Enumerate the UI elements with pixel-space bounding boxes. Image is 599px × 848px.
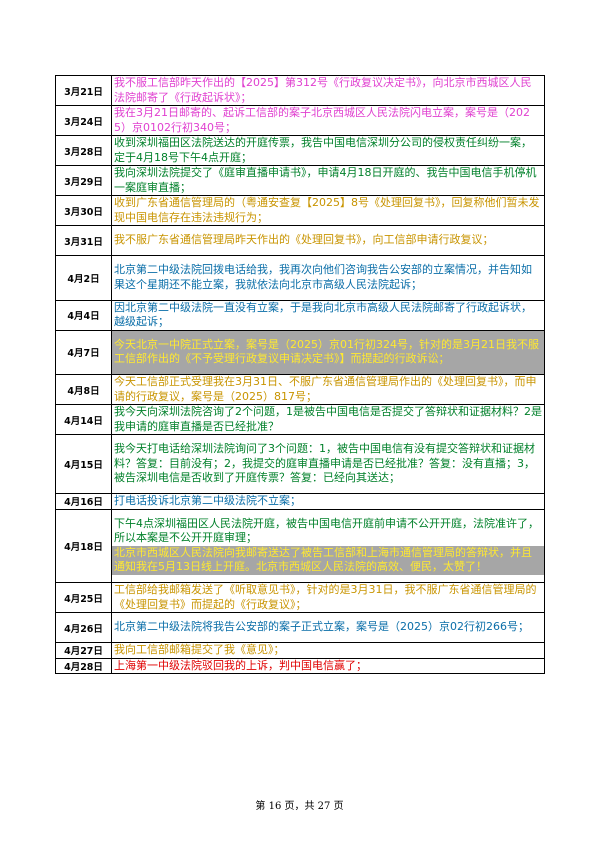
row-date: 3月28日 (55, 135, 112, 166)
event-text: 收到深圳福田区法院送达的开庭传票，我告中国电信深圳分公司的侵权责任纠纷一案，定于… (114, 136, 532, 164)
event-text: 打电话投诉北京第二中级法院不立案； (114, 494, 301, 507)
row-date: 3月31日 (55, 225, 112, 256)
table-row: 3月21日 我不服工信部昨天作出的【2025】第312号《行政复议决定书》，向北京… (55, 75, 545, 106)
table-row: 4月26日 北京第二中级法院将我告公安部的案子正式立案，案号是（2025）京02行… (55, 612, 545, 643)
row-event: 北京第二中级法院将我告公安部的案子正式立案，案号是（2025）京02行初266号… (111, 612, 545, 643)
row-date: 4月18日 (55, 508, 112, 583)
event-text: 北京第二中级法院回拨电话给我，我再次向他们咨询我告公安部的立案情况，并告知如果这… (114, 263, 532, 291)
table-row: 4月15日 我今天打电话给深圳法院询问了3个问题：1，被告中国电信有没有提交答辩状… (55, 434, 545, 494)
event-text: 我不服广东省通信管理局昨天作出的《处理回复书》，向工信部申请行政复议； (114, 233, 494, 247)
row-date: 3月21日 (55, 75, 112, 106)
page-footer: 第 16 页，共 27 页 (255, 801, 344, 812)
row-date: 4月7日 (55, 329, 112, 375)
event-text: 今天工信部正式受理我在3月31日、不服广东省通信管理局作出的《处理回复书》，而申… (114, 375, 537, 403)
event-text: 上海第一中级法院驳回我的上诉，判中国电信赢了； (114, 658, 367, 672)
row-event: 我在3月21日邮寄的、起诉工信部的案子北京西城区人民法院闪电立案，案号是（202… (111, 105, 545, 136)
row-event: 我今天向深圳法院咨询了2个问题，1是被告中国电信是否提交了答辩状和证据材料？2是… (111, 404, 545, 435)
event-text: 我不服工信部昨天作出的【2025】第312号《行政复议决定书》，向北京市西城区人… (114, 76, 532, 104)
row-event: 今天北京一中院正式立案，案号是（2025）京01行初324号，针对的是3月21日… (111, 329, 545, 375)
row-event: 我今天打电话给深圳法院询问了3个问题：1，被告中国电信有没有提交答辩状和证据材料… (111, 434, 545, 494)
table-row: 3月30日 收到广东省通信管理局的（粤通安查复【2025】8号《处理回复书》，回复… (55, 195, 545, 226)
table-row: 4月7日 今天北京一中院正式立案，案号是（2025）京01行初324号，针对的是3… (55, 329, 545, 375)
row-date: 4月4日 (55, 299, 112, 331)
table-row: 3月29日 我向深圳法院提交了《庭审直播申请书》，申请4月18日开庭的、我告中国电… (55, 165, 545, 196)
row-event: 北京第二中级法院回拨电话给我，我再次向他们咨询我告公安部的立案情况，并告知如果这… (111, 255, 545, 301)
row-date: 4月27日 (55, 642, 112, 659)
event-text: 我今天向深圳法院咨询了2个问题，1是被告中国电信是否提交了答辩状和证据材料？2是… (114, 405, 542, 433)
event-log-table: 3月21日 我不服工信部昨天作出的【2025】第312号《行政复议决定书》，向北京… (55, 75, 545, 674)
table-row: 3月24日 我在3月21日邮寄的、起诉工信部的案子北京西城区人民法院闪电立案，案号… (55, 105, 545, 136)
table-row: 4月28日 上海第一中级法院驳回我的上诉，判中国电信赢了； (55, 657, 545, 674)
row-date: 4月2日 (55, 255, 112, 301)
event-text: 我在3月21日邮寄的、起诉工信部的案子北京西城区人民法院闪电立案，案号是（202… (114, 106, 530, 134)
row-event: 下午4点深圳福田区人民法院开庭，被告中国电信开庭前申请不公开开庭，法院准许了，所… (111, 508, 545, 583)
table-row: 4月16日 打电话投诉北京第二中级法院不立案； (55, 493, 545, 510)
event-text: 我向深圳法院提交了《庭审直播申请书》，申请4月18日开庭的、我告中国电信手机停机… (114, 166, 537, 194)
event-text: 北京第二中级法院将我告公安部的案子正式立案，案号是（2025）京02行初266号… (114, 620, 529, 634)
row-event: 因北京第二中级法院一直没有立案，于是我向北京市高级人民法院邮寄了行政起诉状，越级… (111, 299, 545, 331)
row-event: 工信部给我邮箱发送了《听取意见书》，针对的是3月31日，我不服广东省通信管理局的… (111, 582, 545, 613)
row-date: 4月26日 (55, 612, 112, 643)
table-row: 4月8日 今天工信部正式受理我在3月31日、不服广东省通信管理局作出的《处理回复书… (55, 374, 545, 405)
table-row: 4月14日 我今天向深圳法院咨询了2个问题，1是被告中国电信是否提交了答辩状和证据… (55, 404, 545, 435)
row-date: 4月8日 (55, 374, 112, 405)
event-text: 今天北京一中院正式立案，案号是（2025）京01行初324号，针对的是3月21日… (114, 337, 539, 366)
row-date: 4月16日 (55, 493, 112, 510)
event-text: 下午4点深圳福田区人民法院开庭，被告中国电信开庭前申请不公开开庭，法院准许了，所… (112, 516, 544, 546)
event-text: 工信部给我邮箱发送了《听取意见书》，针对的是3月31日，我不服广东省通信管理局的… (114, 583, 537, 611)
row-date: 4月25日 (55, 582, 112, 613)
table-row: 4月2日 北京第二中级法院回拨电话给我，我再次向他们咨询我告公安部的立案情况，并告… (55, 255, 545, 301)
row-event: 今天工信部正式受理我在3月31日、不服广东省通信管理局作出的《处理回复书》，而申… (111, 374, 545, 405)
row-date: 3月30日 (55, 195, 112, 226)
event-text: 我今天打电话给深圳法院询问了3个问题：1，被告中国电信有没有提交答辩状和证据材料… (114, 442, 535, 485)
row-event: 我向工信部邮箱提交了我《意见》； (111, 642, 545, 659)
event-text: 北京市西城区人民法院向我邮寄送达了被告工信部和上海市通信管理局的答辩状，并且通知… (112, 545, 544, 575)
table-row: 3月28日 收到深圳福田区法院送达的开庭传票，我告中国电信深圳分公司的侵权责任纠纷… (55, 135, 545, 166)
row-event: 上海第一中级法院驳回我的上诉，判中国电信赢了； (111, 657, 545, 674)
row-date: 4月28日 (55, 657, 112, 674)
row-event: 收到广东省通信管理局的（粤通安查复【2025】8号《处理回复书》，回复称他们暂未… (111, 195, 545, 226)
row-date: 3月29日 (55, 165, 112, 196)
table-row: 4月27日 我向工信部邮箱提交了我《意见》； (55, 642, 545, 659)
table-row: 3月31日 我不服广东省通信管理局昨天作出的《处理回复书》，向工信部申请行政复议； (55, 225, 545, 256)
event-text: 我向工信部邮箱提交了我《意见》； (114, 643, 285, 656)
table-row: 4月25日 工信部给我邮箱发送了《听取意见书》，针对的是3月31日，我不服广东省通… (55, 582, 545, 613)
row-event: 我不服工信部昨天作出的【2025】第312号《行政复议决定书》，向北京市西城区人… (111, 75, 545, 106)
event-text: 因北京第二中级法院一直没有立案，于是我向北京市高级人民法院邮寄了行政起诉状，越级… (114, 300, 532, 328)
row-event: 收到深圳福田区法院送达的开庭传票，我告中国电信深圳分公司的侵权责任纠纷一案，定于… (111, 135, 545, 166)
row-event: 打电话投诉北京第二中级法院不立案； (111, 493, 545, 510)
row-date: 4月14日 (55, 404, 112, 435)
table-row: 4月4日 因北京第二中级法院一直没有立案，于是我向北京市高级人民法院邮寄了行政起诉… (55, 299, 545, 331)
table-row: 4月18日 下午4点深圳福田区人民法院开庭，被告中国电信开庭前申请不公开开庭，法院… (55, 508, 545, 583)
row-date: 4月15日 (55, 434, 112, 494)
row-event: 我不服广东省通信管理局昨天作出的《处理回复书》，向工信部申请行政复议； (111, 225, 545, 256)
row-event: 我向深圳法院提交了《庭审直播申请书》，申请4月18日开庭的、我告中国电信手机停机… (111, 165, 545, 196)
event-log-body: 3月21日 我不服工信部昨天作出的【2025】第312号《行政复议决定书》，向北京… (55, 75, 545, 674)
event-text: 收到广东省通信管理局的（粤通安查复【2025】8号《处理回复书》，回复称他们暂未… (114, 196, 540, 224)
row-date: 3月24日 (55, 105, 112, 136)
